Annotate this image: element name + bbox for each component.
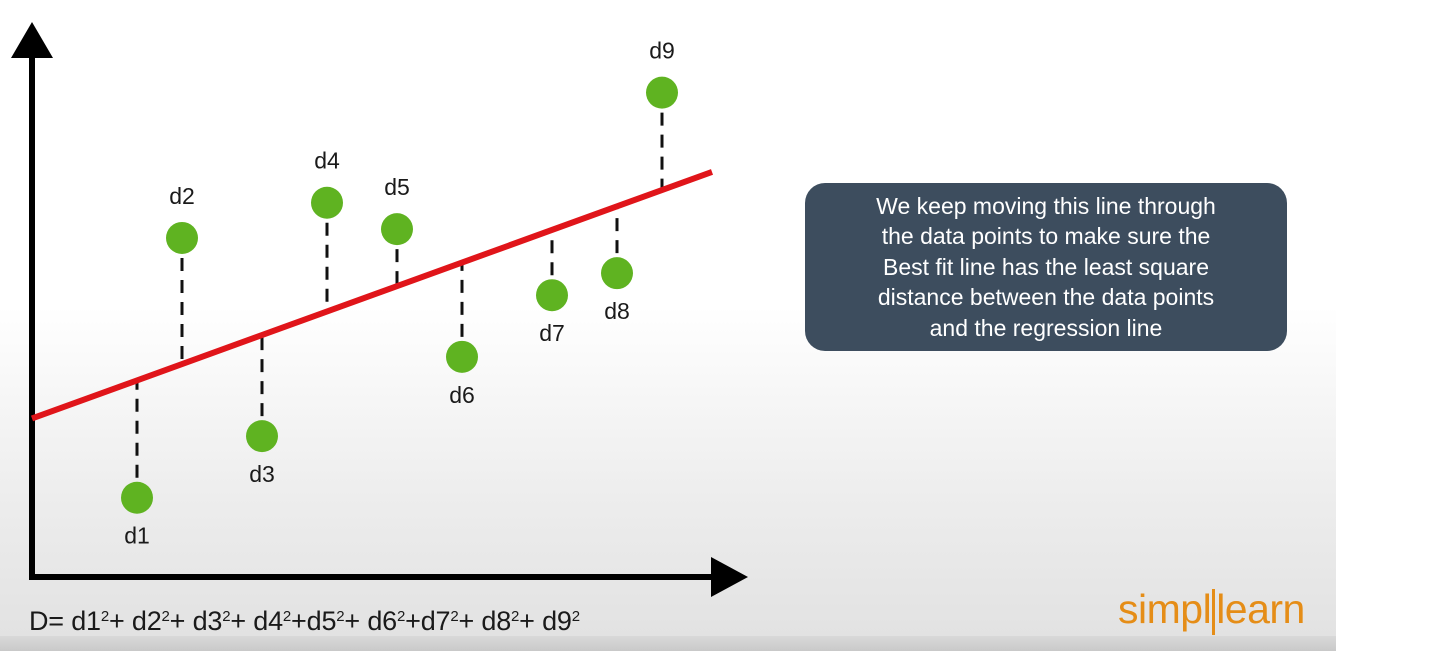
point-label-d9: d9 (649, 38, 675, 64)
slide-canvas: d1 d2 d3 d4 d5 d6 d7 d8 d9 We keep moving this l… (0, 0, 1336, 638)
regression-line-group (30, 169, 714, 422)
callout-line-2: the data points to make sure the (881, 223, 1211, 250)
regression-line (30, 169, 714, 422)
data-point-d5 (381, 213, 413, 246)
data-point-d3 (246, 420, 278, 453)
callout-line-5: and the regression line (929, 314, 1163, 341)
point-label-d1: d1 (124, 523, 150, 549)
x-axis-arrowhead-icon (711, 557, 748, 597)
explanation-callout: We keep moving this line through the dat… (805, 183, 1287, 351)
simplilearn-logo: simpl learn (1118, 586, 1305, 635)
formula-term-8: d82+ (481, 606, 535, 636)
data-points (121, 76, 678, 514)
point-label-d4: d4 (314, 148, 340, 174)
data-point-d1 (121, 481, 153, 514)
data-point-d6 (446, 340, 478, 373)
y-axis-arrowhead-icon (11, 22, 53, 58)
point-label-d7: d7 (539, 320, 565, 346)
formula-term-3: d32+ (192, 606, 247, 636)
sum-of-squares-formula: D= d12+ d22+ d32+ d42+d52+ d62+d72+ d82+… (29, 606, 580, 637)
point-labels: d1 d2 d3 d4 d5 d6 d7 d8 d9 (124, 38, 675, 549)
formula-term-6: d62+ (367, 606, 421, 636)
point-label-d3: d3 (249, 461, 275, 487)
axes (11, 22, 748, 597)
formula-term-9: d92 (542, 606, 580, 636)
data-point-d4 (311, 186, 343, 219)
point-label-d5: d5 (384, 174, 410, 200)
callout-text: We keep moving this line through the dat… (858, 191, 1234, 344)
formula-term-7: d72+ (420, 606, 475, 636)
residual-lines (135, 112, 664, 478)
data-point-d2 (166, 221, 198, 254)
formula-prefix: D= (29, 606, 64, 636)
formula-term-5: d52+ (306, 606, 361, 636)
formula-term-1: d12+ (71, 606, 125, 636)
point-label-d8: d8 (604, 298, 630, 324)
callout-line-3: Best fit line has the least square (882, 253, 1210, 280)
data-point-d9 (646, 76, 678, 109)
formula-term-2: d22+ (131, 606, 186, 636)
scatter-chart: d1 d2 d3 d4 d5 d6 d7 d8 d9 (11, 22, 748, 597)
point-label-d2: d2 (169, 183, 195, 209)
data-point-d7 (536, 279, 568, 312)
data-point-d8 (601, 257, 633, 290)
point-label-d6: d6 (449, 382, 475, 408)
formula-term-4: d42+ (253, 606, 307, 636)
callout-line-1: We keep moving this line through (876, 192, 1216, 219)
video-bottom-strip (0, 636, 1336, 651)
logo-bar-icon (1212, 589, 1216, 635)
callout-line-4: distance between the data points (877, 284, 1215, 311)
